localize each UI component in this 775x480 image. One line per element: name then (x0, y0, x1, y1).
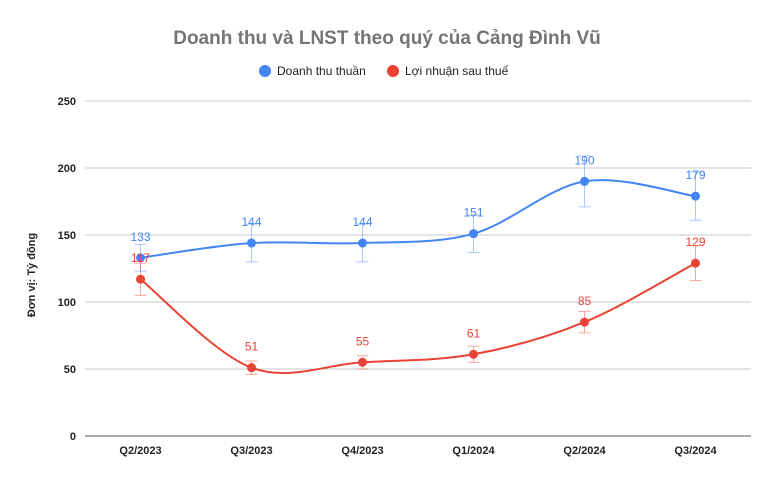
legend-item-revenue[interactable]: Doanh thu thuần (259, 64, 366, 78)
data-point[interactable] (469, 229, 478, 239)
data-point[interactable] (358, 238, 367, 248)
legend: Doanh thu thuần Lợi nhuận sau thuế (259, 64, 509, 78)
legend-marker-revenue (259, 65, 271, 77)
data-label: 190 (574, 153, 594, 167)
data-label: 61 (467, 326, 481, 340)
series-line (140, 179, 696, 259)
data-point[interactable] (136, 253, 145, 263)
data-label: 129 (685, 235, 705, 249)
data-label: 144 (241, 215, 261, 229)
grid (85, 100, 751, 437)
series-revenue: 133 144 144 151 190 179 (130, 153, 706, 272)
data-label: 151 (463, 206, 483, 220)
y-tick-label: 200 (58, 163, 76, 175)
data-point[interactable] (247, 238, 256, 248)
y-tick-label: 0 (70, 431, 76, 443)
series-layer: 133 144 144 151 190 179 117 51 55 61 85 129 (130, 153, 706, 375)
series-profit: 117 51 55 61 85 129 (131, 235, 706, 375)
data-point[interactable] (580, 317, 589, 327)
data-point[interactable] (358, 357, 367, 367)
data-label: 85 (578, 294, 592, 308)
data-point[interactable] (469, 349, 478, 359)
x-tick-label: Q1/2024 (452, 445, 495, 457)
data-label: 133 (130, 230, 150, 244)
data-label: 179 (685, 168, 705, 182)
data-point[interactable] (247, 363, 256, 373)
data-label: 55 (356, 334, 370, 348)
y-tick-label: 100 (58, 297, 76, 309)
x-tick-label: Q3/2023 (230, 445, 272, 457)
x-axis-ticks: Q2/2023 Q3/2023 Q4/2023 Q1/2024 Q2/2024 Q3/20… (119, 445, 717, 457)
y-axis-label: Đơn vị: Tỷ đồng (26, 233, 38, 317)
x-tick-label: Q2/2024 (563, 445, 606, 457)
x-tick-label: Q4/2023 (341, 445, 383, 457)
data-point[interactable] (691, 258, 700, 268)
legend-item-profit[interactable]: Lợi nhuận sau thuế (387, 64, 509, 78)
data-point[interactable] (691, 191, 700, 201)
y-tick-label: 250 (58, 96, 76, 108)
legend-marker-profit (387, 65, 399, 77)
data-point[interactable] (136, 274, 145, 284)
legend-label-revenue: Doanh thu thuần (277, 64, 366, 78)
y-tick-label: 150 (58, 230, 76, 242)
data-label: 51 (245, 340, 259, 354)
data-label: 117 (131, 251, 150, 265)
chart-title: Doanh thu và LNST theo quý của Cảng Đình… (173, 28, 601, 49)
series-line (139, 262, 696, 375)
x-tick-label: Q3/2024 (674, 445, 717, 457)
data-label: 144 (352, 215, 372, 229)
y-tick-label: 50 (64, 364, 76, 376)
error-bars (134, 155, 702, 272)
legend-label-profit: Lợi nhuận sau thuế (405, 64, 509, 78)
error-bars (134, 245, 702, 375)
y-axis-ticks: 0 50 100 150 200 250 (58, 96, 76, 443)
data-point[interactable] (580, 176, 589, 186)
x-tick-label: Q2/2023 (119, 445, 161, 457)
